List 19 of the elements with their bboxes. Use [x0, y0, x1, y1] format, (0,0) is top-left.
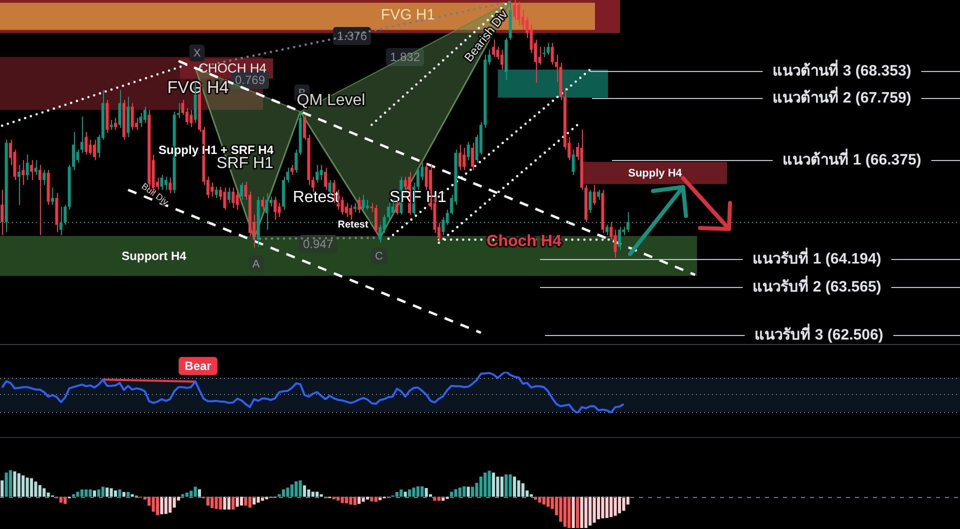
ref-line-label: แนวต้านที่ 2 (67.759) — [772, 86, 912, 107]
ref-line-label: แนวต้านที่ 1 (66.375) — [782, 148, 922, 169]
annotation: Retest — [338, 219, 369, 230]
ref-line-label: แนวรับที่ 2 (63.565) — [752, 276, 882, 296]
band-label: Supply H4 — [628, 168, 683, 180]
annotation: C — [375, 250, 384, 263]
annotation: 1.376 — [336, 28, 368, 43]
ref-line-label: แนวต้านที่ 3 (68.353) — [772, 60, 912, 80]
annotation: Bear — [184, 358, 212, 373]
annotation: X — [193, 48, 202, 60]
annotation: A — [252, 258, 260, 271]
annotation: Choch H4 — [486, 232, 562, 250]
annotation: SRF H1 — [216, 154, 274, 172]
annotation: 0.947 — [302, 236, 334, 251]
ref-line-label: แนวรับที่ 3 (62.506) — [754, 324, 884, 344]
annotation: 1.832 — [390, 50, 420, 64]
band-label: FVG H1 — [380, 6, 436, 24]
ref-line-label: แนวรับที่ 1 (64.194) — [752, 248, 882, 268]
band-label: Support H4 — [122, 248, 187, 263]
